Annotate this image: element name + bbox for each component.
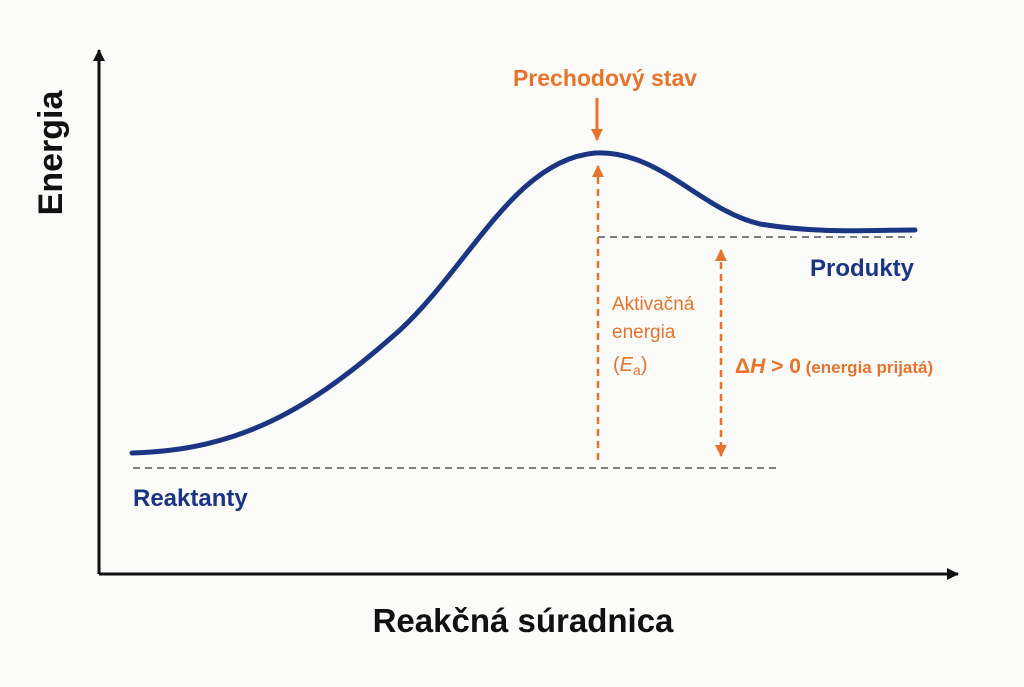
x-axis-title: Reakčná súradnica — [373, 602, 674, 639]
activation-energy-label-line1: Aktivačná — [612, 294, 695, 315]
reactants-label: Reaktanty — [133, 485, 248, 512]
products-label: Produkty — [810, 255, 915, 282]
activation-energy-label-line2: energia — [612, 322, 676, 343]
energy-curve — [129, 150, 918, 456]
enthalpy-label: ΔH > 0 (energia prijatá) — [735, 355, 933, 378]
y-axis-title: Energia — [32, 90, 70, 216]
activation-energy-symbol: (Ea) — [613, 354, 647, 378]
transition-state-label: Prechodový stav — [513, 65, 697, 91]
